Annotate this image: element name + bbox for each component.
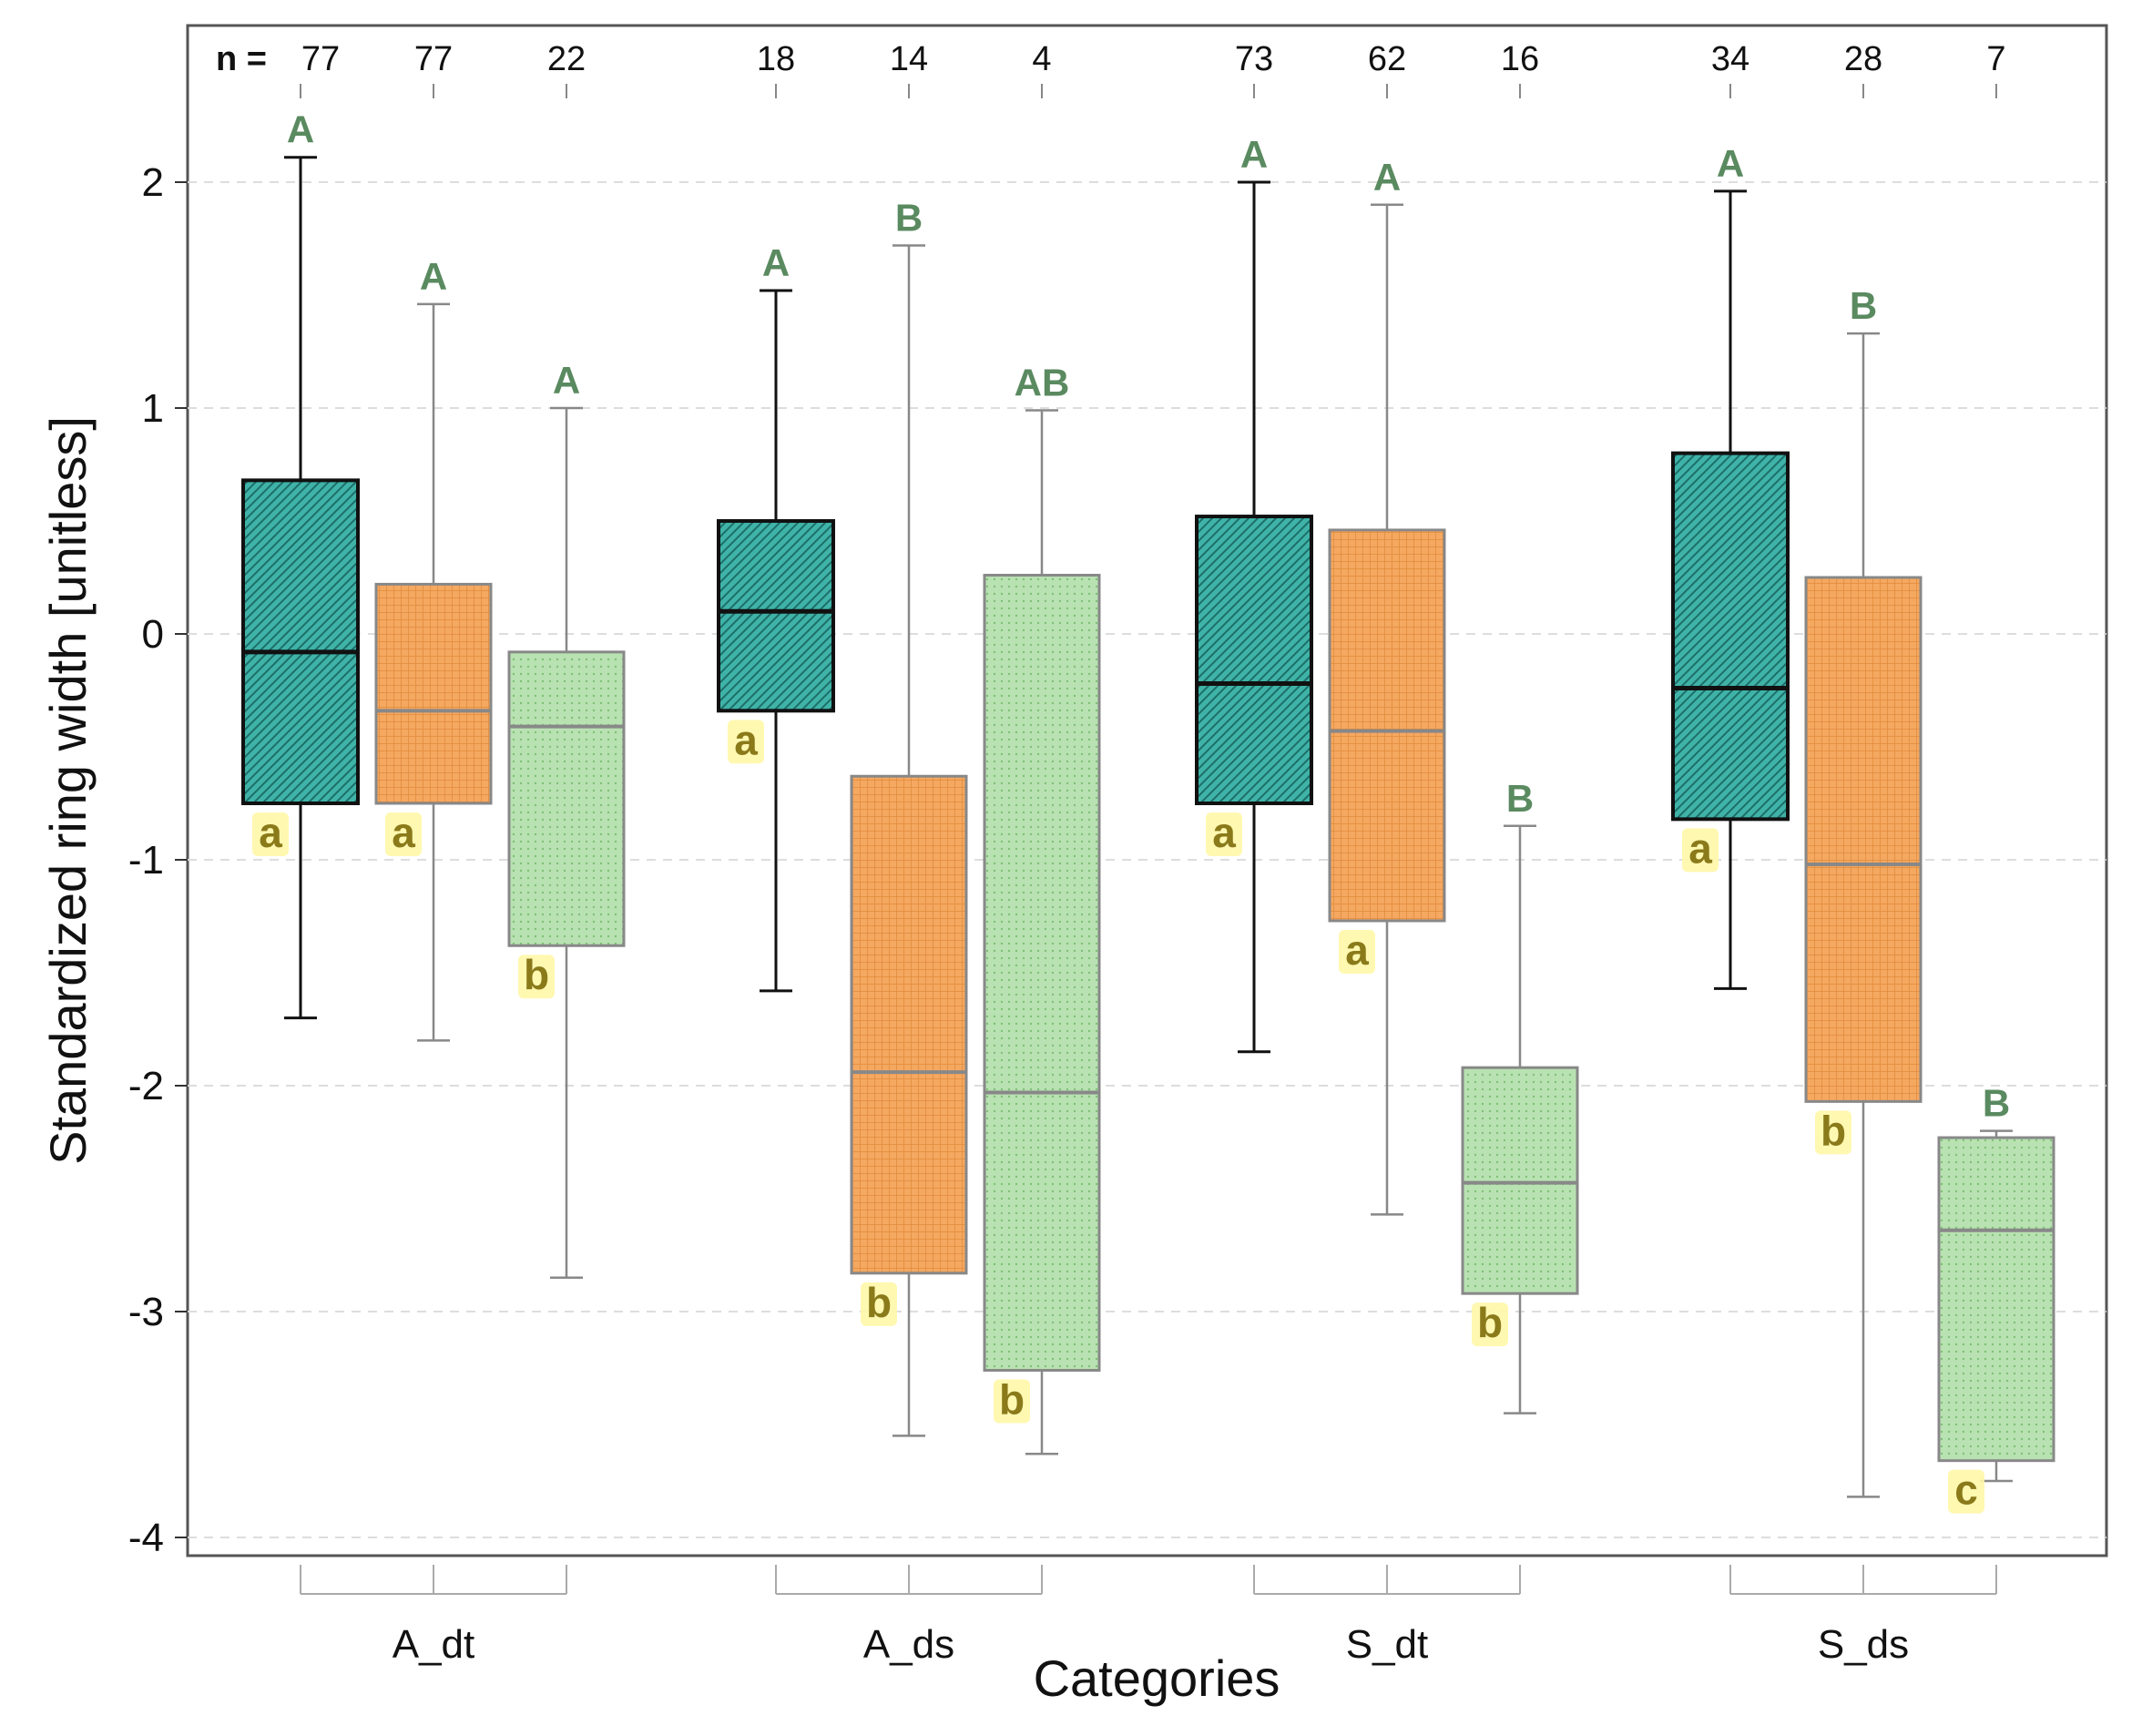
box-A_dt-3: [507, 650, 626, 947]
n-label: 4: [1032, 40, 1051, 78]
n-label: 22: [547, 40, 586, 78]
box-S_ds-3: [1937, 1136, 2055, 1463]
n-prefix-label: n =: [216, 40, 267, 78]
lower-letter-highlight: [728, 720, 764, 764]
upper-letter: B: [1506, 777, 1534, 820]
y-tick-label: 1: [142, 386, 164, 431]
lower-letter-highlight: [861, 1282, 897, 1326]
lower-letter: b: [866, 1279, 892, 1326]
n-label: 77: [414, 40, 453, 78]
lower-letter: a: [734, 716, 758, 763]
lower-letter: a: [1345, 926, 1369, 974]
box-S_ds-1: [1671, 451, 1790, 822]
lower-letter: a: [259, 809, 282, 856]
upper-letter: A: [762, 241, 790, 284]
box-A_dt-2: [374, 582, 493, 805]
box-S_dt-2: [1328, 528, 1446, 923]
n-label: 14: [890, 40, 928, 78]
lower-letter: b: [1477, 1299, 1503, 1346]
n-label: 73: [1235, 40, 1273, 78]
lower-letter: a: [1688, 824, 1712, 872]
n-label: 62: [1368, 40, 1406, 78]
lower-letter-highlight: [1206, 812, 1242, 856]
lower-letter-highlight: [1815, 1110, 1851, 1155]
plot-frame: [186, 24, 2108, 1557]
n-label: 16: [1501, 40, 1539, 78]
upper-letter: A: [287, 108, 314, 151]
box-S_ds-2: [1804, 576, 1923, 1103]
y-tick-label: 0: [142, 612, 164, 657]
n-label: 34: [1711, 40, 1749, 78]
upper-letter: A: [420, 255, 447, 298]
plot-frame-group: [186, 24, 2108, 1557]
lower-letter: c: [1954, 1466, 1978, 1514]
lower-letter-highlight: [1339, 929, 1375, 974]
box-A_dt-1: [241, 478, 360, 805]
x-axis: A_dt A_ds S_dt S_ds: [300, 1565, 1997, 1667]
category-label-A_dt: A_dt: [393, 1622, 475, 1667]
x-axis-title: Categories: [1034, 1649, 1280, 1707]
lower-letter-highlight: [1472, 1302, 1508, 1347]
lower-letter: b: [1821, 1107, 1846, 1154]
y-tick-label: -4: [128, 1516, 164, 1560]
lower-letter-highlight: [252, 812, 289, 856]
upper-letter: A: [1373, 156, 1401, 199]
lower-letter-highlight: [994, 1379, 1030, 1424]
y-axis: 2 1 0 -1 -2 -3 -4: [128, 160, 188, 1560]
lower-letter: b: [524, 951, 549, 998]
lower-letter: b: [999, 1375, 1025, 1423]
y-tick-label: -3: [128, 1290, 164, 1334]
box-series: Aa Aa Ab Aa Bb AB b Aa Aa Bb Aa Bb Bc: [241, 108, 2055, 1514]
lower-letter-highlight: [1682, 828, 1719, 873]
box-A_ds-3: [983, 574, 1101, 1372]
n-label: 18: [757, 40, 795, 78]
category-label-S_dt: S_dt: [1346, 1622, 1429, 1667]
lower-letter: a: [392, 809, 415, 856]
upper-letter: B: [1983, 1082, 2010, 1125]
category-label-A_ds: A_ds: [863, 1622, 954, 1667]
y-tick-label: -2: [128, 1064, 164, 1108]
category-label-S_ds: S_ds: [1818, 1622, 1909, 1667]
upper-letter: A: [553, 359, 580, 402]
box-A_ds-2: [850, 774, 968, 1275]
lower-letter-highlight: [1948, 1469, 1984, 1514]
n-label: 28: [1844, 40, 1882, 78]
box-S_dt-3: [1461, 1066, 1579, 1295]
y-tick-label: 2: [142, 160, 164, 205]
lower-letter-highlight: [518, 955, 555, 999]
y-axis-title: Standardized ring width [unitless]: [39, 416, 97, 1165]
n-label: 7: [1986, 40, 2005, 78]
upper-letter: B: [895, 196, 923, 239]
box-A_ds-1: [717, 519, 835, 713]
n-label: 77: [301, 40, 340, 78]
upper-letter: B: [1850, 284, 1877, 327]
lower-letter: a: [1212, 809, 1236, 856]
upper-letter: A: [1240, 133, 1268, 176]
lower-letter-highlight: [385, 812, 422, 856]
upper-letter: AB: [1015, 361, 1070, 403]
box-S_dt-1: [1195, 515, 1313, 805]
y-tick-label: -1: [128, 838, 164, 883]
sample-size-row: 77 77 22 18 14 4 73 62 16 34 28 7: [300, 40, 2006, 98]
upper-letter: A: [1717, 142, 1744, 185]
